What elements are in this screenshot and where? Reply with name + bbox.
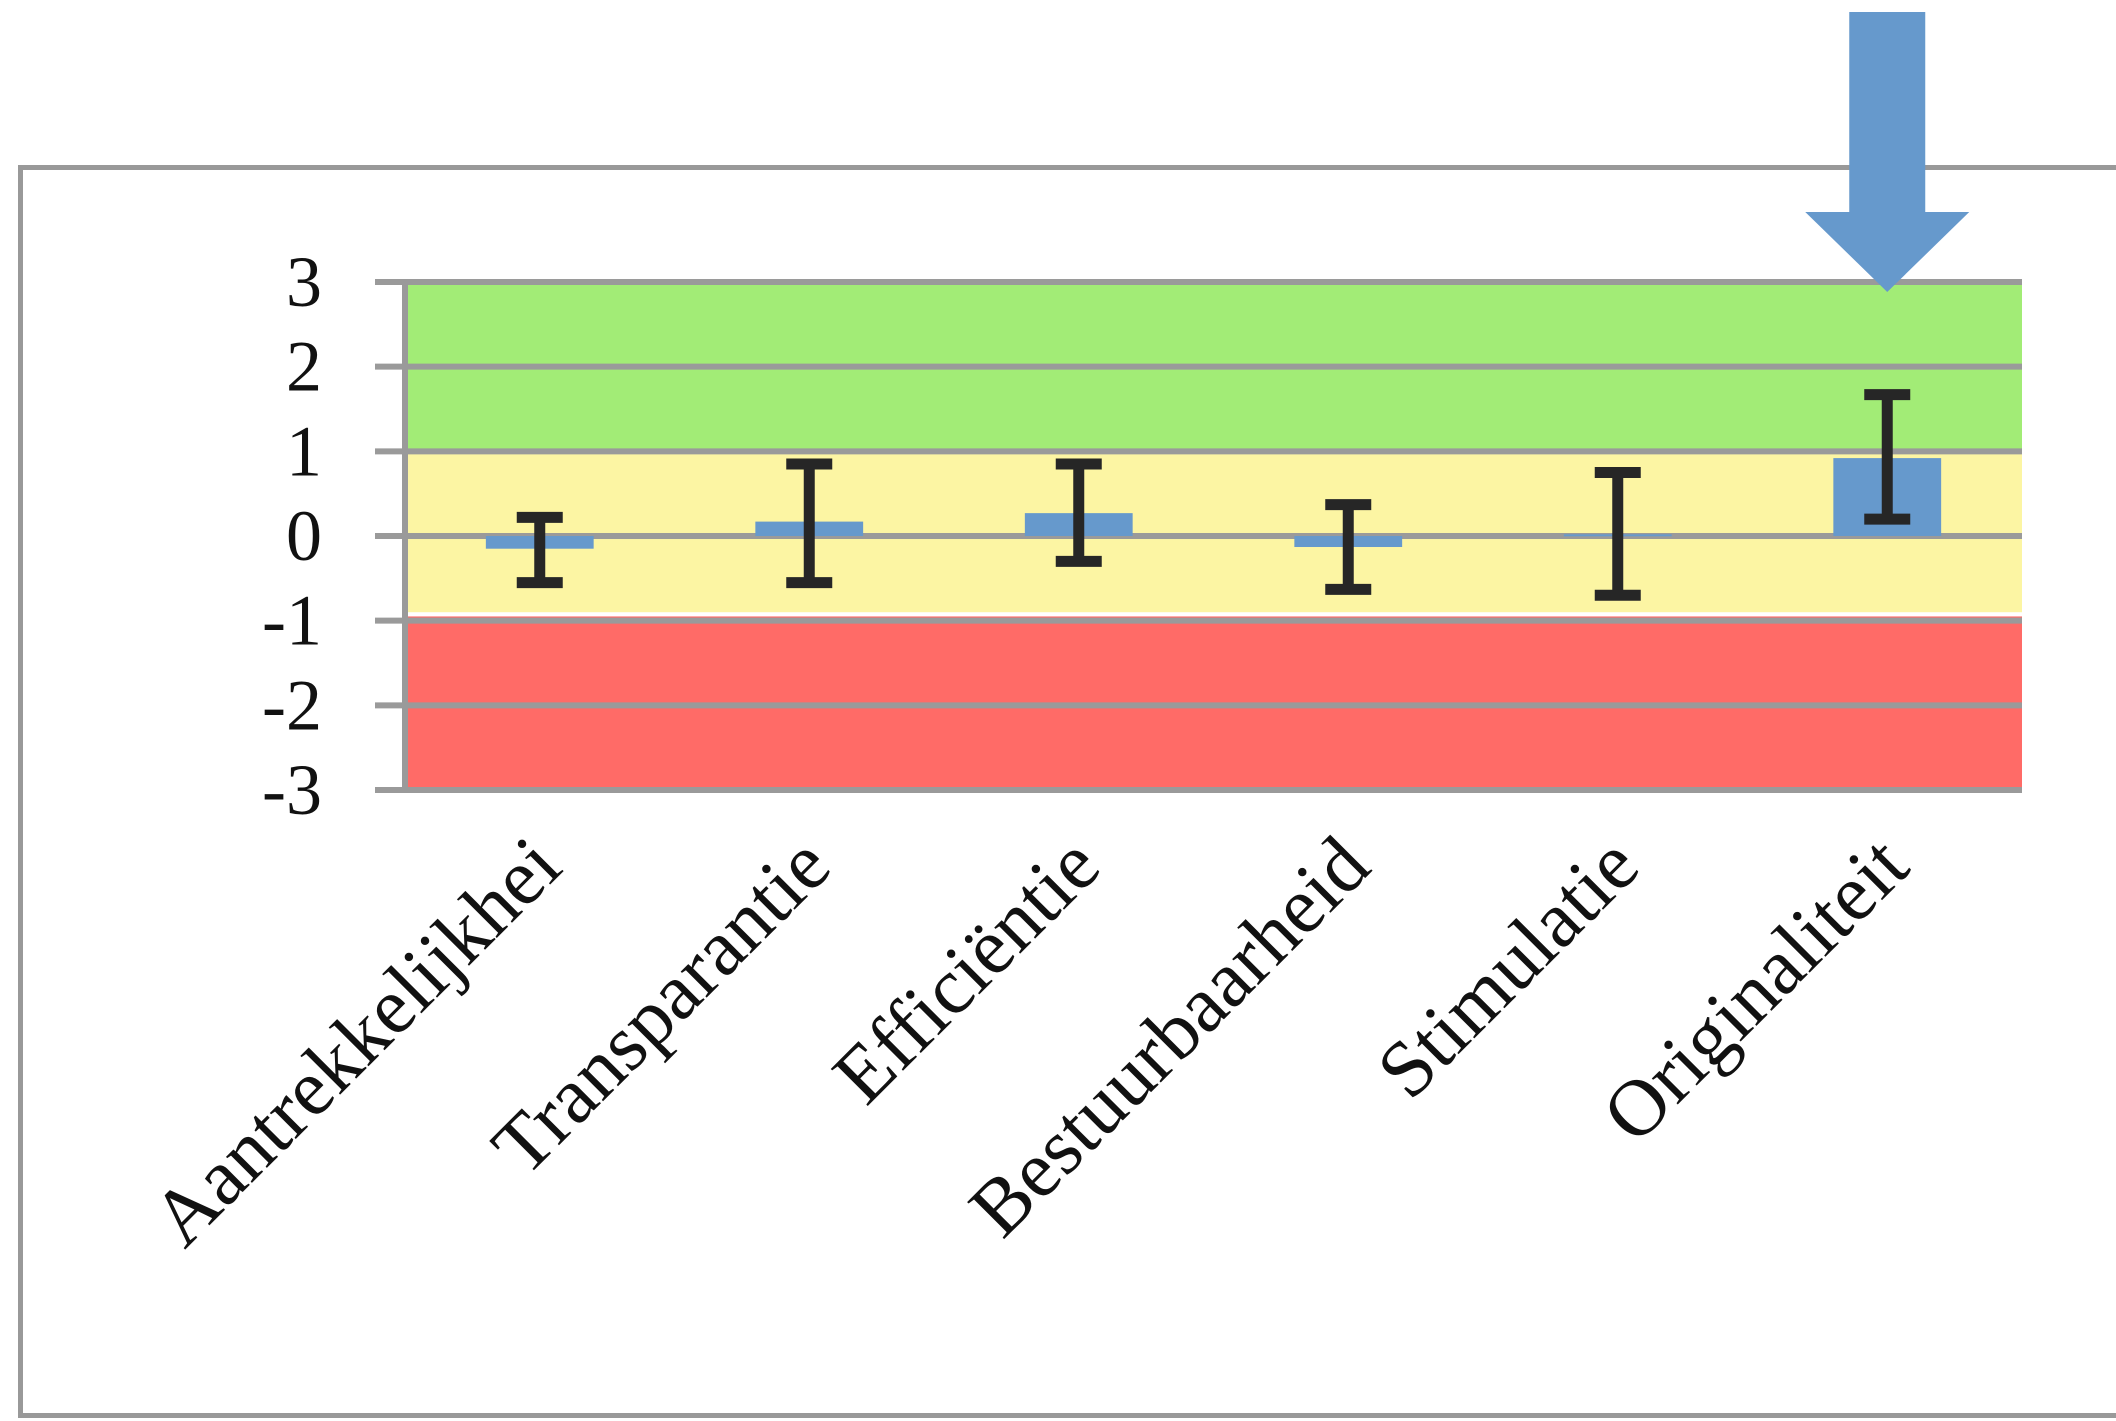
y-tick-label: -1 — [262, 581, 322, 661]
error-bar-3 — [1325, 499, 1372, 595]
down-arrow-icon — [1805, 12, 1970, 292]
error-bar-4 — [1594, 467, 1641, 601]
error-bar-0 — [516, 511, 563, 589]
y-tick-label: 3 — [286, 242, 322, 322]
highlight-arrow — [1805, 12, 1970, 292]
y-tick-label: -3 — [262, 750, 322, 830]
error-bar-2 — [1055, 458, 1102, 567]
y-tick-label: 1 — [286, 411, 322, 491]
band-1 — [405, 451, 2022, 613]
x-category-labels: AantrekkelijkheiTransparantieEfficiëntie… — [135, 821, 1925, 1263]
gridlines — [375, 279, 2022, 793]
error-bar-1 — [786, 458, 833, 589]
y-tick-label: -2 — [262, 665, 322, 745]
error-bar-5 — [1864, 389, 1911, 525]
error-bars — [516, 389, 1911, 601]
y-tick-label: 0 — [286, 496, 322, 576]
y-tick-label: 2 — [286, 327, 322, 407]
x-category-label: Aantrekkelijkhei — [135, 821, 577, 1263]
